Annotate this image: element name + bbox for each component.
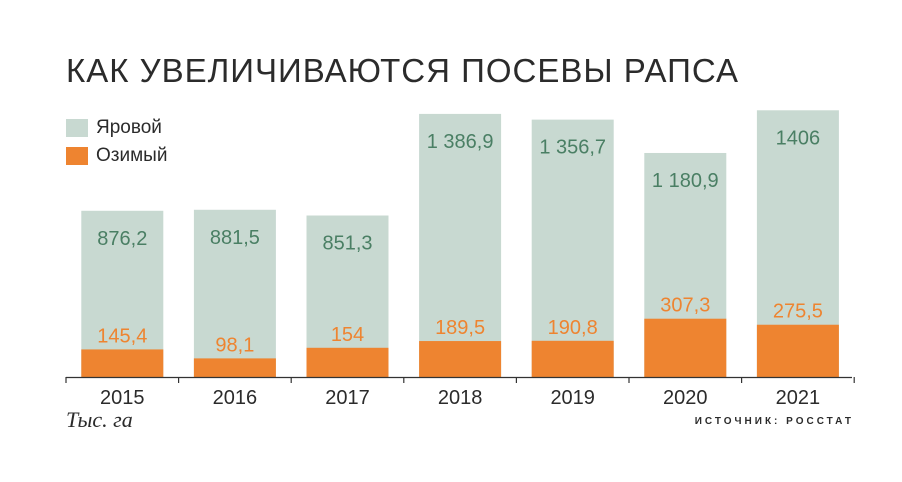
- data-label-spring-2016: 881,5: [210, 227, 260, 249]
- x-tick-label-2018: 2018: [438, 387, 483, 409]
- legend-swatch-spring: [66, 119, 88, 137]
- data-label-winter-2019: 190,8: [548, 317, 598, 339]
- bar-winter-2020: [644, 318, 727, 377]
- data-label-spring-2018: 1 386,9: [427, 131, 494, 153]
- data-label-winter-2021: 275,5: [773, 301, 823, 323]
- legend-item-winter: Озимый: [66, 142, 167, 170]
- data-label-winter-2016: 98,1: [215, 334, 254, 356]
- legend: Яровой Озимый: [66, 114, 167, 170]
- x-tick-label-2015: 2015: [100, 387, 145, 409]
- bar-spring-2019: [531, 119, 614, 378]
- data-label-winter-2020: 307,3: [660, 295, 710, 317]
- legend-label-spring: Яровой: [96, 117, 162, 138]
- bar-winter-2018: [419, 341, 502, 377]
- data-label-spring-2017: 851,3: [322, 233, 372, 255]
- source-note: ИСТОЧНИК: РОССТАТ: [694, 416, 854, 427]
- data-label-spring-2021: 1406: [776, 127, 821, 149]
- x-tick-label-2017: 2017: [325, 387, 370, 409]
- x-tick-label-2021: 2021: [776, 387, 821, 409]
- data-label-spring-2019: 1 356,7: [539, 137, 606, 159]
- bar-winter-2019: [531, 340, 614, 377]
- units-note: Тыс. га: [66, 407, 133, 432]
- data-label-spring-2020: 1 180,9: [652, 170, 719, 192]
- data-label-winter-2017: 154: [331, 324, 364, 346]
- data-label-winter-2018: 189,5: [435, 317, 485, 339]
- legend-swatch-winter: [66, 147, 88, 165]
- bar-winter-2016: [193, 358, 276, 377]
- bar-winter-2021: [756, 324, 839, 377]
- legend-label-winter: Озимый: [96, 145, 168, 166]
- bar-winter-2017: [306, 347, 389, 377]
- x-tick-label-2020: 2020: [663, 387, 708, 409]
- bar-spring-2018: [419, 113, 502, 378]
- chart-title: КАК УВЕЛИЧИВАЮТСЯ ПОСЕВЫ РАПСА: [66, 52, 740, 89]
- bar-winter-2015: [81, 349, 164, 377]
- x-tick-label-2016: 2016: [213, 387, 258, 409]
- data-label-spring-2015: 876,2: [97, 228, 147, 250]
- bar-spring-2016: [193, 209, 276, 377]
- data-label-winter-2015: 145,4: [97, 325, 147, 347]
- bar-spring-2015: [81, 210, 164, 377]
- legend-item-spring: Яровой: [66, 114, 167, 142]
- x-tick-label-2019: 2019: [550, 387, 595, 409]
